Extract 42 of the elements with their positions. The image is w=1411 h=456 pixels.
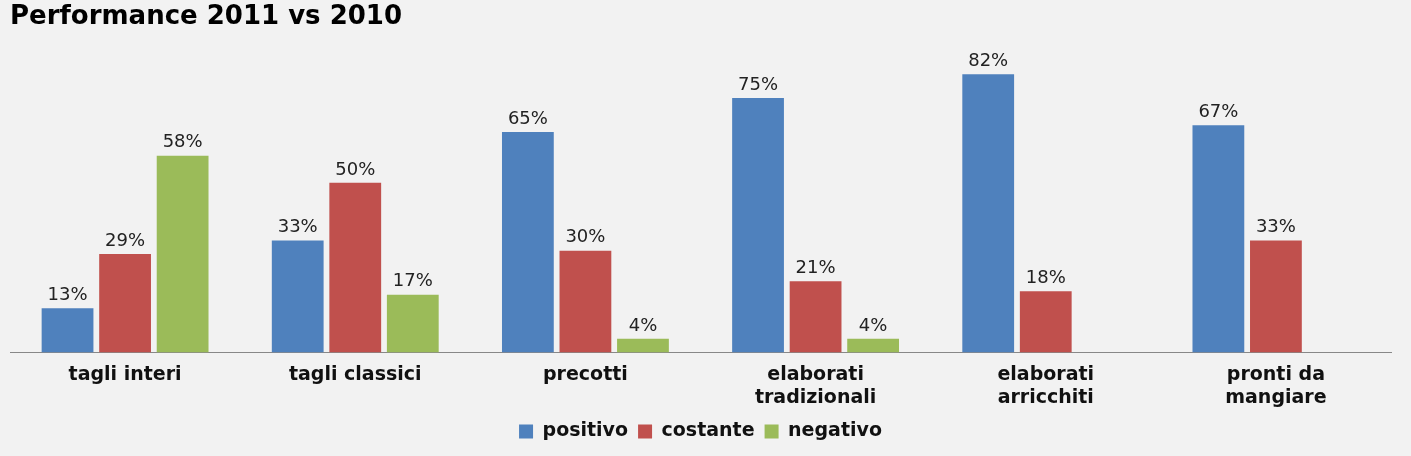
legend-label: negativo — [788, 418, 882, 441]
bar — [156, 155, 209, 353]
bar — [99, 254, 151, 353]
bar — [789, 281, 842, 353]
data-label: 29% — [105, 228, 146, 250]
bar — [271, 240, 324, 353]
data-label: 67% — [1198, 99, 1239, 121]
legend-label: positivo — [542, 418, 629, 441]
data-label: 33% — [1255, 215, 1296, 237]
bar — [329, 182, 382, 353]
data-label: 65% — [507, 106, 548, 128]
data-label: 33% — [277, 215, 318, 237]
bar — [1019, 291, 1072, 353]
bar — [559, 250, 612, 353]
data-label: 13% — [47, 282, 88, 304]
data-label: 82% — [968, 49, 1009, 70]
data-label: 75% — [738, 72, 779, 94]
bar — [847, 338, 900, 353]
data-label: 4% — [858, 313, 888, 335]
data-label: 58% — [162, 130, 203, 152]
bar — [501, 131, 554, 353]
x-tick-label: tagli interi — [68, 361, 182, 384]
x-tick-label: elaborati arricchiti — [997, 361, 1095, 407]
legend-label: costante — [661, 418, 755, 441]
bar — [1192, 125, 1245, 353]
data-label: 4% — [628, 313, 658, 335]
bar — [617, 338, 669, 353]
data-label: 50% — [335, 157, 376, 179]
chart-title: Performance 2011 vs 2010 — [10, 0, 403, 31]
bar — [962, 74, 1015, 353]
bar — [386, 294, 439, 353]
bar — [1250, 240, 1302, 353]
x-tick-label: tagli classici — [288, 361, 422, 384]
bar — [41, 308, 94, 353]
x-tick-label: precotti — [542, 361, 628, 384]
x-tick-label: elaborati tradizionali — [754, 361, 877, 407]
data-label: 17% — [392, 269, 433, 291]
data-label: 18% — [1025, 266, 1066, 288]
x-tick-label: pronti da mangiare — [1225, 361, 1327, 407]
bar — [732, 98, 784, 353]
data-label: 30% — [565, 225, 606, 247]
data-label: 21% — [795, 255, 836, 277]
